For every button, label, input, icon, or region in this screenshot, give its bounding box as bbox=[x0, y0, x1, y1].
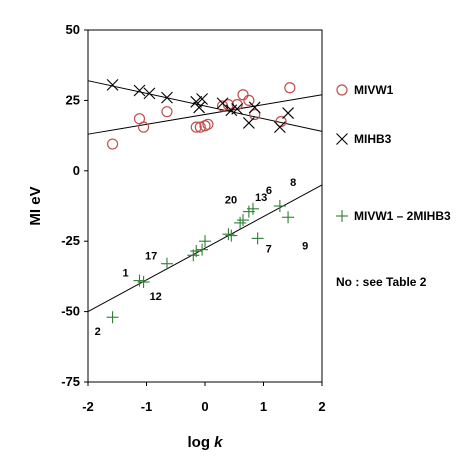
series-2-point bbox=[137, 276, 150, 289]
series-2-point bbox=[190, 245, 203, 258]
x-axis-label-prefix: log bbox=[187, 434, 214, 451]
point-label: 9 bbox=[302, 240, 308, 252]
x-tick-label: 1 bbox=[260, 399, 267, 414]
series-0-point bbox=[284, 82, 296, 94]
point-label: 13 bbox=[255, 192, 267, 204]
point-label: 8 bbox=[290, 177, 296, 189]
series-2-point bbox=[273, 200, 286, 212]
y-tick-label: -75 bbox=[61, 374, 80, 389]
point-label: 2 bbox=[95, 326, 101, 338]
point-label: 6 bbox=[266, 185, 272, 197]
legend-label-series-1: MIHB3 bbox=[354, 132, 392, 146]
series-2-point bbox=[246, 202, 259, 215]
series-1-point bbox=[193, 101, 206, 114]
series-1-point bbox=[143, 87, 156, 100]
x-tick-label: 2 bbox=[318, 399, 325, 414]
series-1-point bbox=[242, 117, 255, 129]
x-tick-label: -1 bbox=[141, 399, 153, 414]
series-1-point bbox=[196, 93, 208, 105]
series-1-point bbox=[161, 91, 173, 104]
series-2-point bbox=[251, 232, 264, 245]
series-2-point bbox=[282, 211, 295, 224]
trend-line-series-0 bbox=[87, 94, 323, 135]
data-markers bbox=[106, 79, 296, 324]
y-axis-ticks: 50 25 0 -25 -50 -75 bbox=[61, 22, 88, 389]
legend: MIVW1 MIHB3 MIVW1 – 2MIHB3 bbox=[336, 83, 451, 223]
series-2-point bbox=[237, 214, 250, 227]
series-1-point bbox=[273, 121, 286, 134]
series-2-point bbox=[199, 235, 211, 248]
series-2-point bbox=[222, 228, 235, 241]
series-0-point bbox=[190, 121, 202, 133]
annotation-note: No : see Table 2 bbox=[336, 275, 427, 289]
plot-frame bbox=[87, 29, 323, 383]
x-tick-label: -2 bbox=[82, 399, 94, 414]
point-label: 7 bbox=[266, 243, 272, 255]
series-0-point bbox=[161, 106, 173, 118]
y-tick-label: 50 bbox=[66, 22, 80, 37]
y-tick-label: 25 bbox=[66, 92, 80, 107]
legend-label-series-0: MIVW1 bbox=[354, 83, 394, 97]
series-2-point bbox=[225, 229, 238, 242]
x-axis-ticks: -2 -1 0 1 2 bbox=[82, 382, 326, 414]
x-axis-label: log k bbox=[187, 434, 223, 451]
series-1-point bbox=[231, 102, 244, 115]
legend-marker-series-2 bbox=[336, 210, 348, 222]
legend-marker-series-0 bbox=[336, 84, 348, 96]
y-tick-label: -25 bbox=[61, 233, 80, 248]
series-1-point bbox=[248, 101, 261, 114]
series-0-point bbox=[194, 121, 206, 133]
series-0-point bbox=[106, 138, 119, 150]
series-2-point bbox=[196, 243, 209, 256]
x-axis-label-variable: k bbox=[214, 434, 223, 451]
y-tick-label: -50 bbox=[61, 304, 80, 319]
series-2-point bbox=[160, 257, 173, 270]
y-axis-label: MI eV bbox=[27, 186, 44, 225]
series-0-point bbox=[249, 108, 261, 121]
series-1-point bbox=[216, 97, 229, 110]
x-tick-label: 0 bbox=[201, 399, 208, 414]
trend-line-series-1 bbox=[87, 80, 323, 132]
legend-marker-series-1 bbox=[336, 133, 348, 145]
point-label: 17 bbox=[145, 251, 157, 263]
point-label: 20 bbox=[225, 195, 237, 207]
point-label: 1 bbox=[122, 268, 128, 280]
y-tick-label: 0 bbox=[73, 163, 80, 178]
trend-line-series-2 bbox=[87, 184, 323, 313]
point-labels: 2 1 12 17 20 13 7 6 8 9 bbox=[95, 177, 309, 338]
series-0-point bbox=[202, 118, 214, 130]
series-2-point bbox=[106, 311, 119, 324]
series-0-point bbox=[243, 94, 255, 107]
series-1-point bbox=[106, 79, 119, 91]
legend-label-series-2: MIVW1 – 2MIHB3 bbox=[354, 209, 451, 223]
series-1-point bbox=[282, 107, 294, 119]
point-label: 12 bbox=[150, 291, 162, 303]
series-2-point bbox=[234, 216, 247, 229]
series-0-point bbox=[137, 121, 150, 133]
series-1-point bbox=[190, 95, 203, 108]
series-1-point bbox=[133, 84, 146, 97]
series-0-point bbox=[237, 89, 249, 101]
